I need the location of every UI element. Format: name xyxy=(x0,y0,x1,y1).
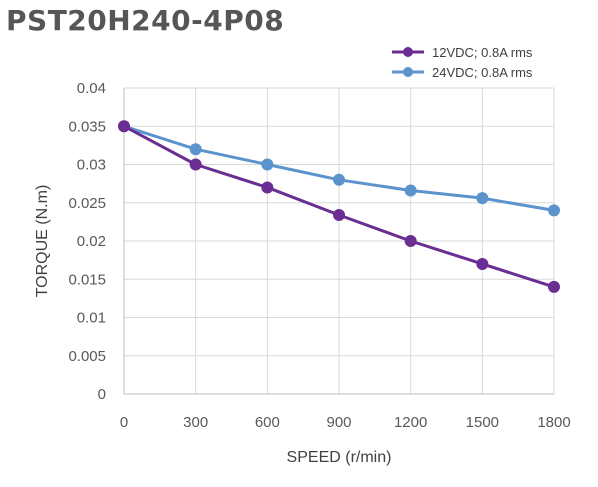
y-tick-label: 0.03 xyxy=(77,157,106,174)
data-point xyxy=(189,143,202,156)
y-tick-label: 0.01 xyxy=(77,310,106,327)
legend-swatch-marker xyxy=(403,67,413,77)
legend-label: 12VDC; 0.8A rms xyxy=(432,45,533,60)
data-point xyxy=(404,235,417,247)
legend-label: 24VDC; 0.8A rms xyxy=(432,65,533,80)
legend-swatch-marker xyxy=(403,47,413,57)
data-point xyxy=(333,173,345,186)
data-point xyxy=(333,208,345,221)
x-tick-labels: 0 300 600 900 1200 1500 1800 xyxy=(120,414,571,431)
data-point xyxy=(261,158,274,171)
chart-title: PST20H240-4P08 xyxy=(6,4,285,37)
y-tick-label: 0.025 xyxy=(68,195,106,212)
grid-lines xyxy=(124,87,555,394)
y-tick-label: 0.02 xyxy=(77,233,106,250)
series-1 xyxy=(118,120,560,293)
y-axis-title: TORQUE (N.m) xyxy=(34,185,51,298)
x-tick-label: 1800 xyxy=(537,414,570,431)
series-2 xyxy=(118,120,560,217)
y-tick-label: 0 xyxy=(98,386,106,403)
y-tick-label: 0.035 xyxy=(68,118,106,135)
axes xyxy=(123,88,554,395)
x-tick-label: 900 xyxy=(326,414,351,431)
data-point xyxy=(548,280,560,293)
data-point xyxy=(476,257,489,270)
legend-item: 24VDC; 0.8A rms xyxy=(392,65,533,80)
data-point xyxy=(118,120,130,133)
x-tick-label: 1200 xyxy=(394,414,427,431)
y-tick-labels: 0 0.005 0.01 0.015 0.02 0.025 0.03 0.035 0.04 xyxy=(68,80,106,403)
series-lines xyxy=(118,120,560,293)
y-tick-label: 0.04 xyxy=(77,80,106,97)
data-point xyxy=(548,204,560,217)
x-tick-label: 1500 xyxy=(466,414,499,431)
legend-item: 12VDC; 0.8A rms xyxy=(392,45,533,60)
x-axis-title: SPEED (r/min) xyxy=(287,449,392,466)
data-point xyxy=(189,158,202,171)
x-tick-label: 300 xyxy=(183,414,208,431)
data-point xyxy=(476,192,489,205)
legend: 12VDC; 0.8A rms 24VDC; 0.8A rms xyxy=(392,45,533,80)
data-point xyxy=(261,181,274,194)
x-tick-label: 600 xyxy=(255,414,280,431)
x-tick-label: 0 xyxy=(120,414,128,431)
data-point xyxy=(404,184,417,197)
y-tick-label: 0.005 xyxy=(68,348,106,365)
y-tick-label: 0.015 xyxy=(68,271,106,288)
